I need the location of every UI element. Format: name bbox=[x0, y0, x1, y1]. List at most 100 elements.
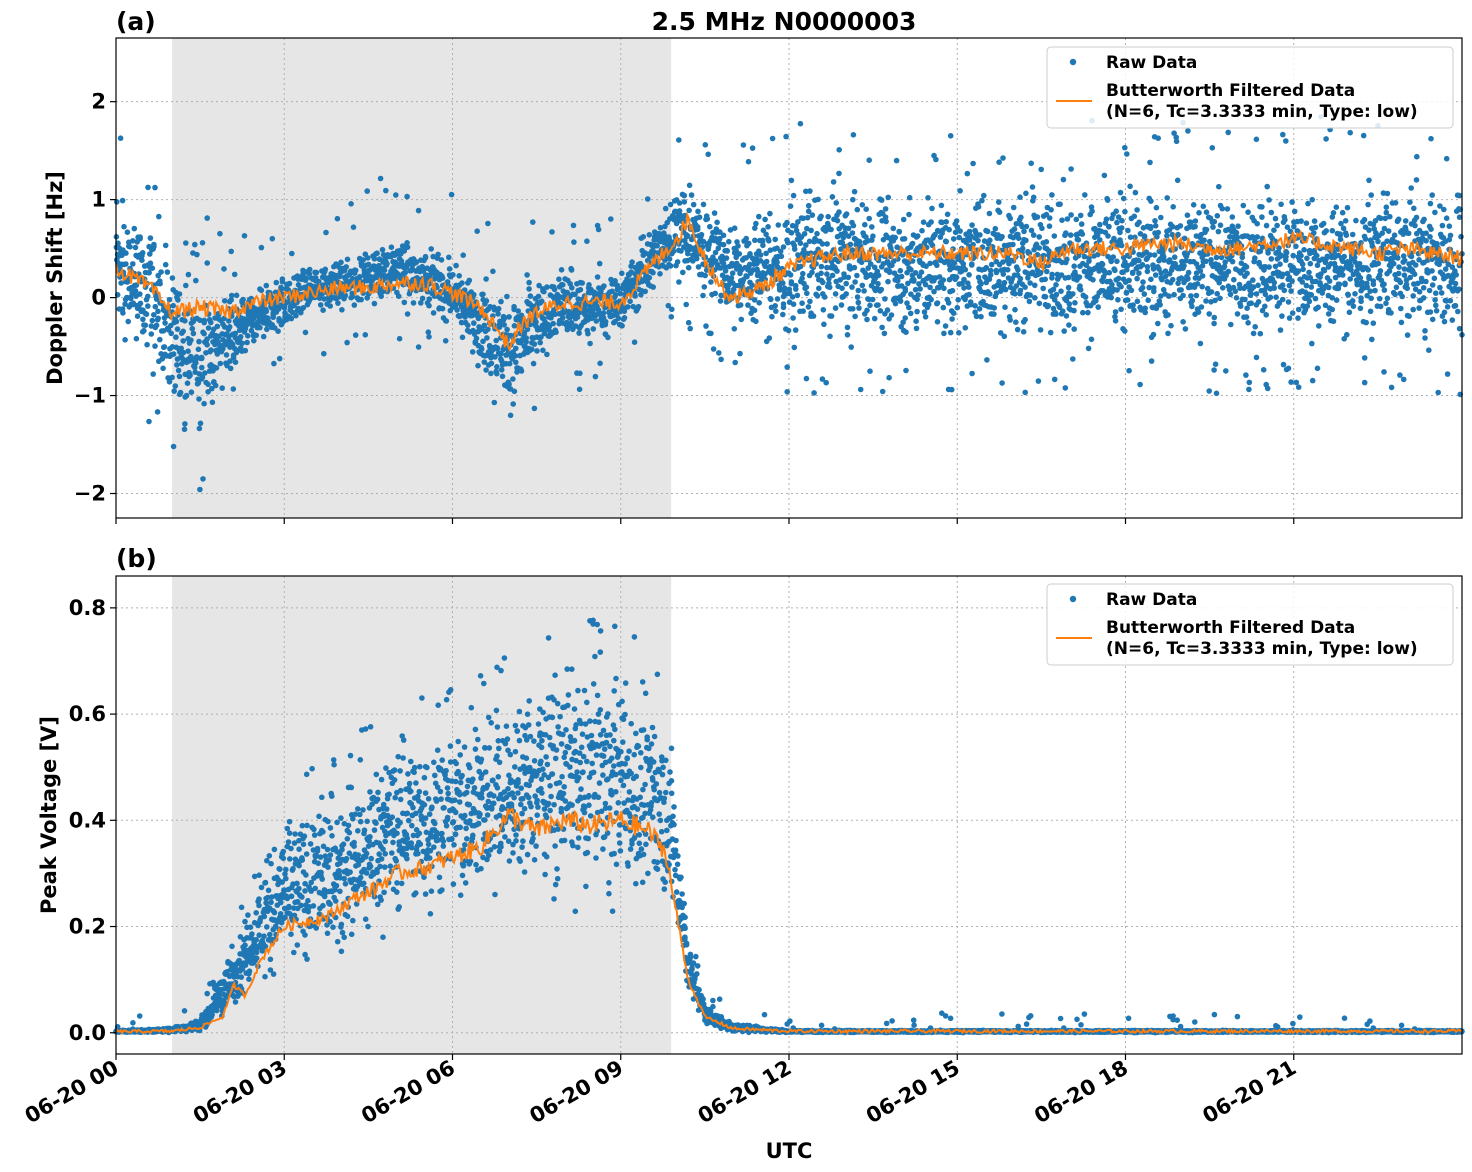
raw-data-point bbox=[815, 196, 821, 203]
raw-data-point bbox=[736, 251, 743, 257]
raw-data-point bbox=[246, 976, 252, 982]
raw-data-point bbox=[1170, 204, 1176, 210]
raw-data-point bbox=[774, 296, 781, 302]
raw-data-point bbox=[1413, 214, 1420, 221]
raw-data-point bbox=[703, 323, 709, 329]
raw-data-point bbox=[1206, 311, 1212, 317]
raw-data-point bbox=[1311, 218, 1318, 224]
raw-data-point bbox=[863, 206, 869, 212]
raw-data-point bbox=[1022, 389, 1028, 396]
raw-data-point bbox=[446, 266, 453, 272]
raw-data-point bbox=[1369, 336, 1375, 343]
raw-data-point bbox=[908, 266, 914, 273]
raw-data-point bbox=[1271, 279, 1277, 286]
raw-data-point bbox=[1397, 372, 1403, 378]
raw-data-point bbox=[170, 443, 177, 450]
raw-data-point bbox=[1078, 221, 1085, 227]
raw-data-point bbox=[1260, 367, 1267, 373]
raw-data-point bbox=[769, 313, 775, 320]
raw-data-point bbox=[787, 272, 794, 278]
raw-data-point bbox=[179, 361, 185, 367]
raw-data-point bbox=[1062, 385, 1069, 391]
raw-data-point bbox=[344, 256, 351, 263]
raw-data-point bbox=[783, 133, 789, 140]
raw-data-point bbox=[969, 261, 975, 267]
raw-data-point bbox=[1446, 223, 1453, 229]
raw-data-point bbox=[1036, 245, 1042, 251]
raw-data-point bbox=[824, 271, 830, 277]
raw-data-point bbox=[1184, 212, 1191, 218]
chart-title: 2.5 MHz N0000003 bbox=[652, 7, 917, 36]
raw-data-point bbox=[1252, 324, 1258, 330]
raw-data-point bbox=[1282, 217, 1288, 223]
raw-data-point bbox=[1085, 345, 1092, 352]
raw-data-point bbox=[1206, 388, 1212, 394]
raw-data-point bbox=[539, 298, 545, 305]
raw-data-point bbox=[957, 228, 963, 234]
raw-data-point bbox=[507, 412, 514, 419]
raw-data-point bbox=[818, 213, 824, 220]
raw-data-point bbox=[199, 364, 205, 371]
raw-data-point bbox=[444, 279, 451, 285]
raw-data-point bbox=[999, 233, 1005, 240]
raw-data-point bbox=[196, 338, 202, 345]
raw-data-point bbox=[1333, 297, 1340, 304]
raw-data-point bbox=[1266, 264, 1272, 270]
raw-data-point bbox=[621, 315, 628, 321]
raw-data-point bbox=[1104, 197, 1111, 203]
raw-data-point bbox=[723, 255, 730, 261]
raw-data-point bbox=[350, 224, 357, 230]
raw-data-point bbox=[897, 267, 904, 274]
raw-data-point bbox=[1242, 296, 1248, 303]
raw-data-point bbox=[1148, 276, 1154, 283]
raw-data-point bbox=[1053, 311, 1059, 317]
panel-a-legend-filtered-label-1: Butterworth Filtered Data bbox=[1106, 81, 1355, 101]
raw-data-point bbox=[818, 263, 825, 270]
raw-data-point bbox=[832, 305, 839, 311]
raw-data-point bbox=[1150, 331, 1157, 338]
raw-data-point bbox=[1203, 226, 1210, 233]
raw-data-point bbox=[134, 313, 141, 320]
raw-data-point bbox=[474, 228, 481, 234]
raw-data-point bbox=[650, 284, 656, 290]
raw-data-point bbox=[1223, 368, 1229, 374]
raw-data-point bbox=[919, 227, 925, 234]
raw-data-point bbox=[756, 213, 762, 220]
raw-data-point bbox=[1377, 303, 1384, 310]
raw-data-point bbox=[1255, 282, 1261, 289]
raw-data-point bbox=[166, 296, 173, 303]
raw-data-point bbox=[801, 231, 808, 237]
raw-data-point bbox=[490, 268, 496, 275]
raw-data-point bbox=[270, 314, 277, 321]
raw-data-point bbox=[143, 311, 150, 318]
raw-data-point bbox=[915, 292, 921, 298]
panel-a-legend-raw-label: Raw Data bbox=[1106, 53, 1197, 73]
raw-data-point bbox=[1433, 308, 1440, 314]
raw-data-point bbox=[351, 302, 358, 308]
raw-data-point bbox=[242, 918, 248, 925]
raw-data-point bbox=[1253, 291, 1260, 297]
raw-data-point bbox=[738, 316, 745, 323]
raw-data-point bbox=[797, 120, 804, 127]
raw-data-point bbox=[999, 380, 1005, 386]
raw-data-point bbox=[940, 277, 947, 283]
raw-data-point bbox=[173, 334, 179, 341]
raw-data-point bbox=[769, 135, 776, 142]
raw-data-point bbox=[1119, 217, 1125, 224]
raw-data-point bbox=[883, 218, 889, 225]
panel-a-raw-data-scatter bbox=[113, 110, 1465, 493]
raw-data-point bbox=[399, 260, 405, 267]
raw-data-point bbox=[775, 222, 782, 228]
raw-data-point bbox=[1010, 241, 1016, 248]
raw-data-point bbox=[1144, 264, 1151, 270]
raw-data-point bbox=[1158, 214, 1164, 221]
raw-data-point bbox=[180, 349, 187, 356]
raw-data-point bbox=[1079, 231, 1086, 237]
raw-data-point bbox=[212, 382, 219, 389]
raw-data-point bbox=[128, 295, 134, 302]
raw-data-point bbox=[1309, 377, 1316, 384]
raw-data-point bbox=[1012, 306, 1018, 313]
raw-data-point bbox=[377, 175, 384, 182]
raw-data-point bbox=[418, 300, 424, 306]
raw-data-point bbox=[1023, 237, 1029, 244]
